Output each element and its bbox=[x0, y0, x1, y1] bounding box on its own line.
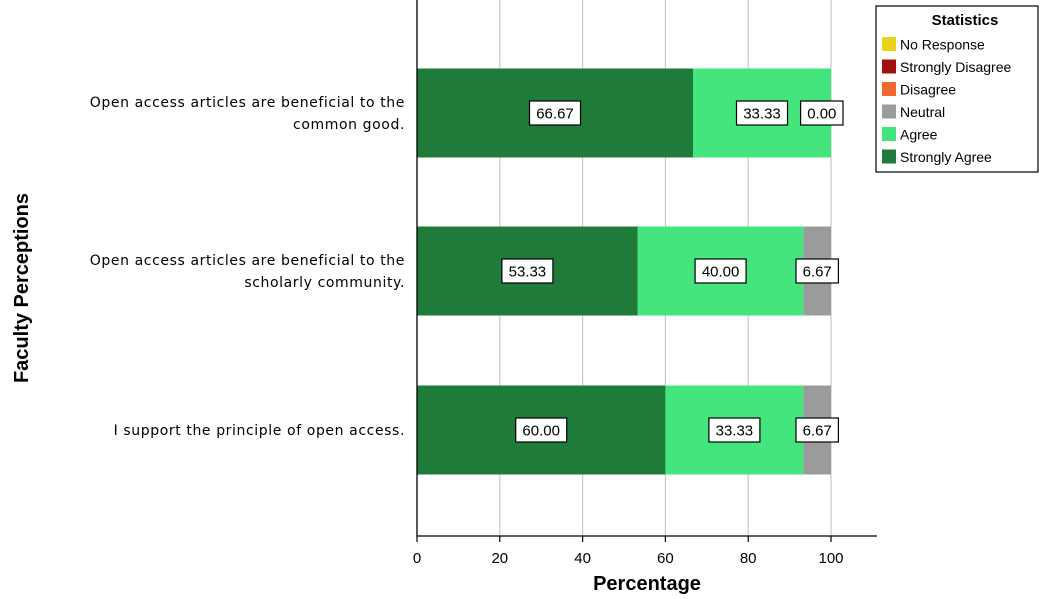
x-tick-label: 0 bbox=[413, 550, 421, 567]
legend-label: Agree bbox=[900, 127, 938, 143]
category-label: Open access articles are beneficial to t… bbox=[90, 253, 405, 269]
svg-text:0.00: 0.00 bbox=[807, 106, 836, 123]
svg-text:66.67: 66.67 bbox=[536, 106, 574, 123]
x-tick-label: 80 bbox=[740, 550, 757, 567]
x-tick-label: 20 bbox=[491, 550, 508, 567]
data-label: 0.00 bbox=[799, 100, 844, 126]
data-label: 6.67 bbox=[795, 258, 839, 284]
legend-label: No Response bbox=[900, 37, 985, 53]
x-tick-label: 40 bbox=[574, 550, 591, 567]
data-label: 33.33 bbox=[708, 417, 761, 443]
y-axis-title: Faculty Perceptions bbox=[11, 193, 33, 383]
legend-box bbox=[875, 5, 1039, 173]
svg-text:53.33: 53.33 bbox=[509, 264, 547, 281]
legend-label: Strongly Agree bbox=[900, 149, 992, 165]
legend-swatch bbox=[882, 59, 896, 74]
svg-text:33.33: 33.33 bbox=[743, 106, 781, 123]
data-label: 66.67 bbox=[528, 100, 582, 126]
legend-label: Neutral bbox=[900, 104, 945, 120]
data-label: 53.33 bbox=[501, 258, 554, 284]
legend-label: Disagree bbox=[900, 82, 956, 98]
category-label: I support the principle of open access. bbox=[114, 423, 405, 439]
legend-swatch bbox=[882, 127, 896, 141]
x-tick-label: 60 bbox=[657, 550, 674, 567]
legend-title: Statistics bbox=[932, 12, 999, 29]
svg-text:60.00: 60.00 bbox=[522, 423, 560, 440]
data-label: 40.00 bbox=[694, 258, 747, 284]
data-label: 6.67 bbox=[795, 417, 839, 443]
x-axis-title: Percentage bbox=[593, 573, 701, 595]
category-label: Open access articles are beneficial to t… bbox=[90, 95, 405, 111]
data-label: 33.33 bbox=[735, 100, 789, 126]
svg-text:33.33: 33.33 bbox=[716, 423, 754, 440]
legend: Statistics No Response Strongly Disagree Di… bbox=[875, 5, 1039, 173]
x-tick-label: 100 bbox=[818, 550, 843, 567]
legend-label: Strongly Disagree bbox=[900, 59, 1011, 75]
category-label: common good. bbox=[293, 117, 405, 133]
legend-swatch bbox=[882, 82, 896, 96]
legend-swatch bbox=[882, 104, 896, 119]
svg-text:6.67: 6.67 bbox=[803, 264, 832, 281]
legend-swatch bbox=[882, 149, 896, 164]
svg-text:40.00: 40.00 bbox=[702, 264, 740, 281]
legend-swatch bbox=[882, 37, 896, 51]
svg-text:6.67: 6.67 bbox=[803, 423, 832, 440]
data-label: 60.00 bbox=[515, 417, 568, 443]
category-label: scholarly community. bbox=[244, 275, 405, 291]
